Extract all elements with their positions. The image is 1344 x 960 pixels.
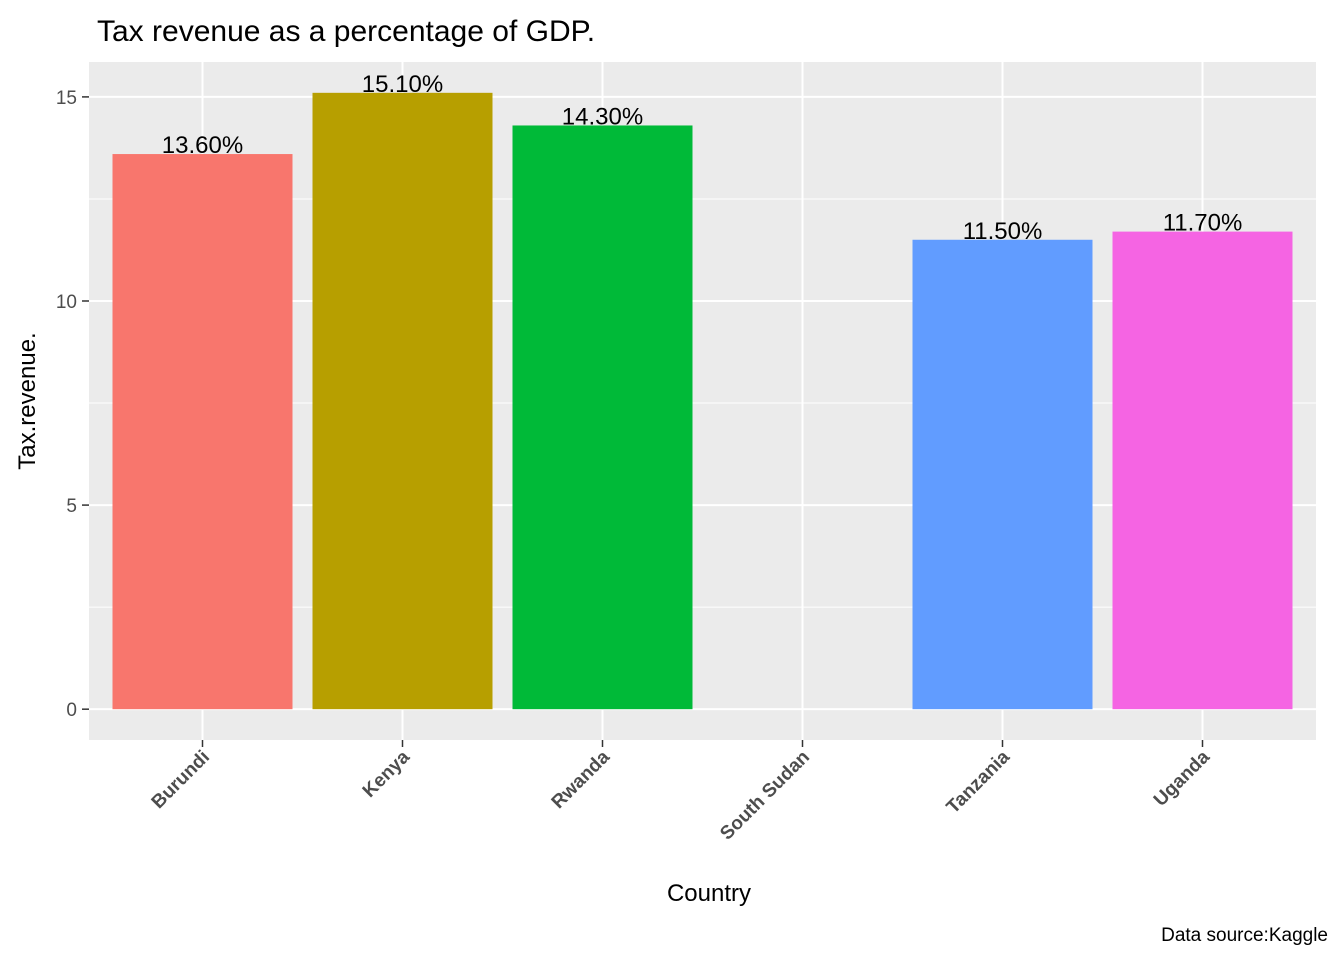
x-tick-label: Tanzania xyxy=(943,746,1015,818)
data-label: 14.30% xyxy=(562,103,643,130)
bar-rwanda xyxy=(512,125,693,710)
bars xyxy=(112,92,1293,710)
x-axis: Burundi Kenya Rwanda South Sudan Tanzania Uga… xyxy=(148,740,1214,845)
x-tick-label: Rwanda xyxy=(548,746,615,813)
bar-uganda xyxy=(1112,231,1293,710)
minor-gridlines xyxy=(89,198,1316,608)
x-tick-label: Burundi xyxy=(148,747,214,813)
data-label: 13.60% xyxy=(162,132,243,159)
x-axis-title: Country xyxy=(667,880,751,907)
chart-title: Tax revenue as a percentage of GDP. xyxy=(97,15,595,48)
caption: Data source:Kaggle xyxy=(1161,925,1328,946)
x-tick-label: South Sudan xyxy=(716,747,814,845)
data-label: 15.10% xyxy=(362,71,443,98)
y-axis: 0 5 10 15 xyxy=(56,88,89,721)
plot-panel xyxy=(89,62,1316,740)
bar-kenya xyxy=(312,92,493,710)
x-tick-label: Kenya xyxy=(359,746,414,801)
y-tick-label: 15 xyxy=(56,88,77,109)
y-tick-label: 0 xyxy=(66,700,77,721)
y-tick-label: 5 xyxy=(66,496,77,517)
data-label: 11.70% xyxy=(1163,210,1243,237)
data-labels: 13.60% 15.10% 14.30% 11.50% 11.70% xyxy=(162,71,1243,245)
y-axis-title: Tax.revenue. xyxy=(14,332,41,469)
x-tick-label: Uganda xyxy=(1150,746,1214,810)
bar-tanzania xyxy=(912,239,1093,710)
data-label: 11.50% xyxy=(963,218,1043,245)
y-tick-label: 10 xyxy=(56,292,77,313)
bar-burundi xyxy=(112,154,293,710)
